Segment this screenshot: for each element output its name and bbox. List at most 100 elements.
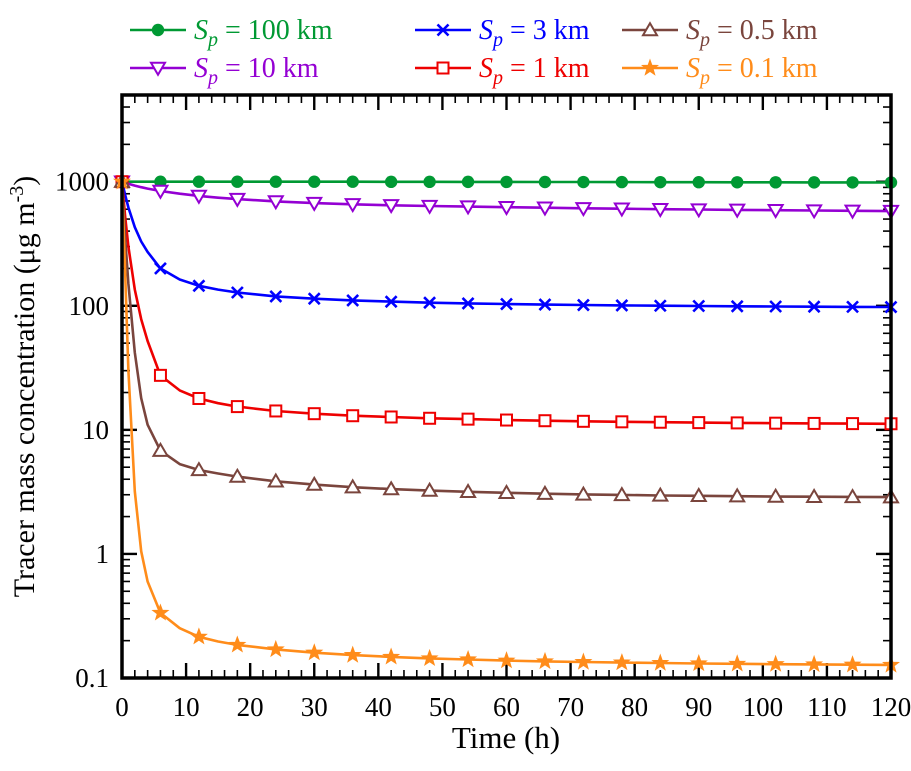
x-marker-icon <box>807 300 821 314</box>
x-tick-label: 90 <box>685 692 712 722</box>
circle-marker-icon <box>269 175 282 188</box>
triangle-up-marker-icon <box>228 467 247 483</box>
star-marker-icon <box>228 635 247 653</box>
legend-item-sp-100-km: Sp = 100 km <box>130 15 333 51</box>
x-marker-icon <box>384 295 398 309</box>
triangle-up-marker-icon <box>690 487 708 503</box>
triangle-down-marker-icon <box>151 184 170 200</box>
square-marker-icon <box>436 61 450 75</box>
triangle-down-marker-icon <box>843 204 862 220</box>
x-tick-label: 120 <box>871 692 911 722</box>
triangle-down-marker-icon <box>305 196 323 212</box>
circle-marker-icon <box>577 175 590 189</box>
legend-item-sp-10-km: Sp = 10 km <box>130 53 319 89</box>
triangle-down-marker-icon <box>536 201 554 217</box>
x-axis-label: Time (h) <box>452 720 560 755</box>
legend-label: Sp = 1 km <box>479 53 590 89</box>
triangle-down-marker-icon <box>728 203 746 219</box>
legend-item-sp-0.1-km: Sp = 0.1 km <box>622 53 818 89</box>
legend-label: Sp = 10 km <box>194 53 319 89</box>
circle-marker-icon <box>692 176 705 189</box>
series-line-sp-1-km <box>120 181 892 426</box>
x-tick-label: 100 <box>743 692 784 722</box>
circle-marker-icon <box>807 176 821 189</box>
triangle-up-marker-icon <box>574 485 593 501</box>
y-axis-label: Tracer mass concentration (μg m-3) <box>6 176 41 598</box>
triangle-down-marker-icon <box>497 201 516 217</box>
x-tick-label: 80 <box>621 692 648 722</box>
circle-marker-icon <box>461 175 475 189</box>
x-marker-icon <box>615 298 629 312</box>
triangle-down-marker-icon <box>420 199 439 215</box>
square-marker-icon <box>230 400 244 414</box>
x-marker-icon <box>769 300 783 313</box>
square-marker-icon <box>346 409 360 423</box>
square-marker-icon <box>500 413 513 427</box>
circle-marker-icon <box>192 175 206 188</box>
triangle-up-marker-icon <box>613 486 631 502</box>
legend-item-sp-1-km: Sp = 1 km <box>415 53 590 89</box>
square-marker-icon <box>692 416 706 430</box>
x-marker-icon <box>653 299 667 313</box>
star-marker-icon <box>459 650 478 668</box>
star-marker-icon <box>497 651 516 669</box>
x-marker-icon <box>538 298 552 311</box>
triangle-down-marker-icon <box>690 203 708 219</box>
star-marker-icon <box>382 647 401 665</box>
series-line-sp-0.5-km <box>120 181 892 499</box>
legend-label: Sp = 0.1 km <box>686 53 818 89</box>
square-marker-icon <box>307 407 321 421</box>
star-marker-icon <box>574 652 593 670</box>
x-marker-icon <box>230 286 244 299</box>
series-line-sp-100-km <box>122 180 892 184</box>
triangle-up-marker-icon <box>651 486 670 502</box>
triangle-up-marker-icon <box>805 487 823 503</box>
legend-label: Sp = 3 km <box>479 15 590 51</box>
legend: Sp = 100 km Sp = 3 km Sp = 0.5 km Sp = 10 k… <box>130 15 818 89</box>
y-tick-labels: 0.1 1 10 100 1000 <box>55 167 109 693</box>
legend-label: Sp = 100 km <box>194 15 333 51</box>
triangle-down-marker-icon <box>805 204 823 220</box>
star-marker-icon <box>766 654 785 672</box>
square-marker-icon <box>769 416 783 430</box>
legend-item-sp-0.5-km: Sp = 0.5 km <box>622 15 818 51</box>
y-tick-label: 100 <box>69 291 110 321</box>
square-marker-icon <box>461 412 475 426</box>
x-tick-label: 0 <box>115 692 129 722</box>
x-tick-label: 60 <box>493 692 520 722</box>
circle-marker-icon <box>615 175 629 189</box>
x-tick-label: 50 <box>429 692 456 722</box>
square-marker-icon <box>615 415 629 429</box>
circle-marker-icon <box>731 176 744 189</box>
triangle-down-marker-icon <box>651 202 670 218</box>
star-marker-icon <box>535 651 554 670</box>
triangle-up-marker-icon <box>536 484 554 500</box>
series-line-sp-0.1-km <box>120 181 892 667</box>
x-marker-icon <box>423 296 437 310</box>
circle-marker-icon <box>346 175 359 188</box>
plot-frame <box>120 93 893 680</box>
x-tick-label: 20 <box>237 692 264 722</box>
circle-marker-icon <box>423 175 436 189</box>
star-marker-icon <box>641 58 659 76</box>
y-tick-label: 10 <box>82 415 109 445</box>
triangle-down-marker-icon <box>766 204 785 220</box>
x-marker-icon <box>346 293 360 307</box>
circle-marker-icon <box>231 175 244 188</box>
star-marker-icon <box>728 654 747 672</box>
triangle-up-marker-icon <box>382 480 400 496</box>
circle-marker-icon <box>500 175 513 189</box>
square-marker-icon <box>384 410 398 424</box>
x-tick-label: 30 <box>301 692 328 722</box>
circle-marker-icon <box>846 176 859 189</box>
x-marker-icon <box>500 297 513 311</box>
series-line-sp-3-km <box>120 181 892 309</box>
x-tick-label: 110 <box>807 692 847 722</box>
x-marker-icon <box>730 299 744 313</box>
legend-label: Sp = 0.5 km <box>686 15 818 51</box>
square-marker-icon <box>730 416 744 430</box>
star-marker-icon <box>343 645 362 663</box>
square-marker-icon <box>423 411 437 425</box>
square-marker-icon <box>653 415 667 429</box>
